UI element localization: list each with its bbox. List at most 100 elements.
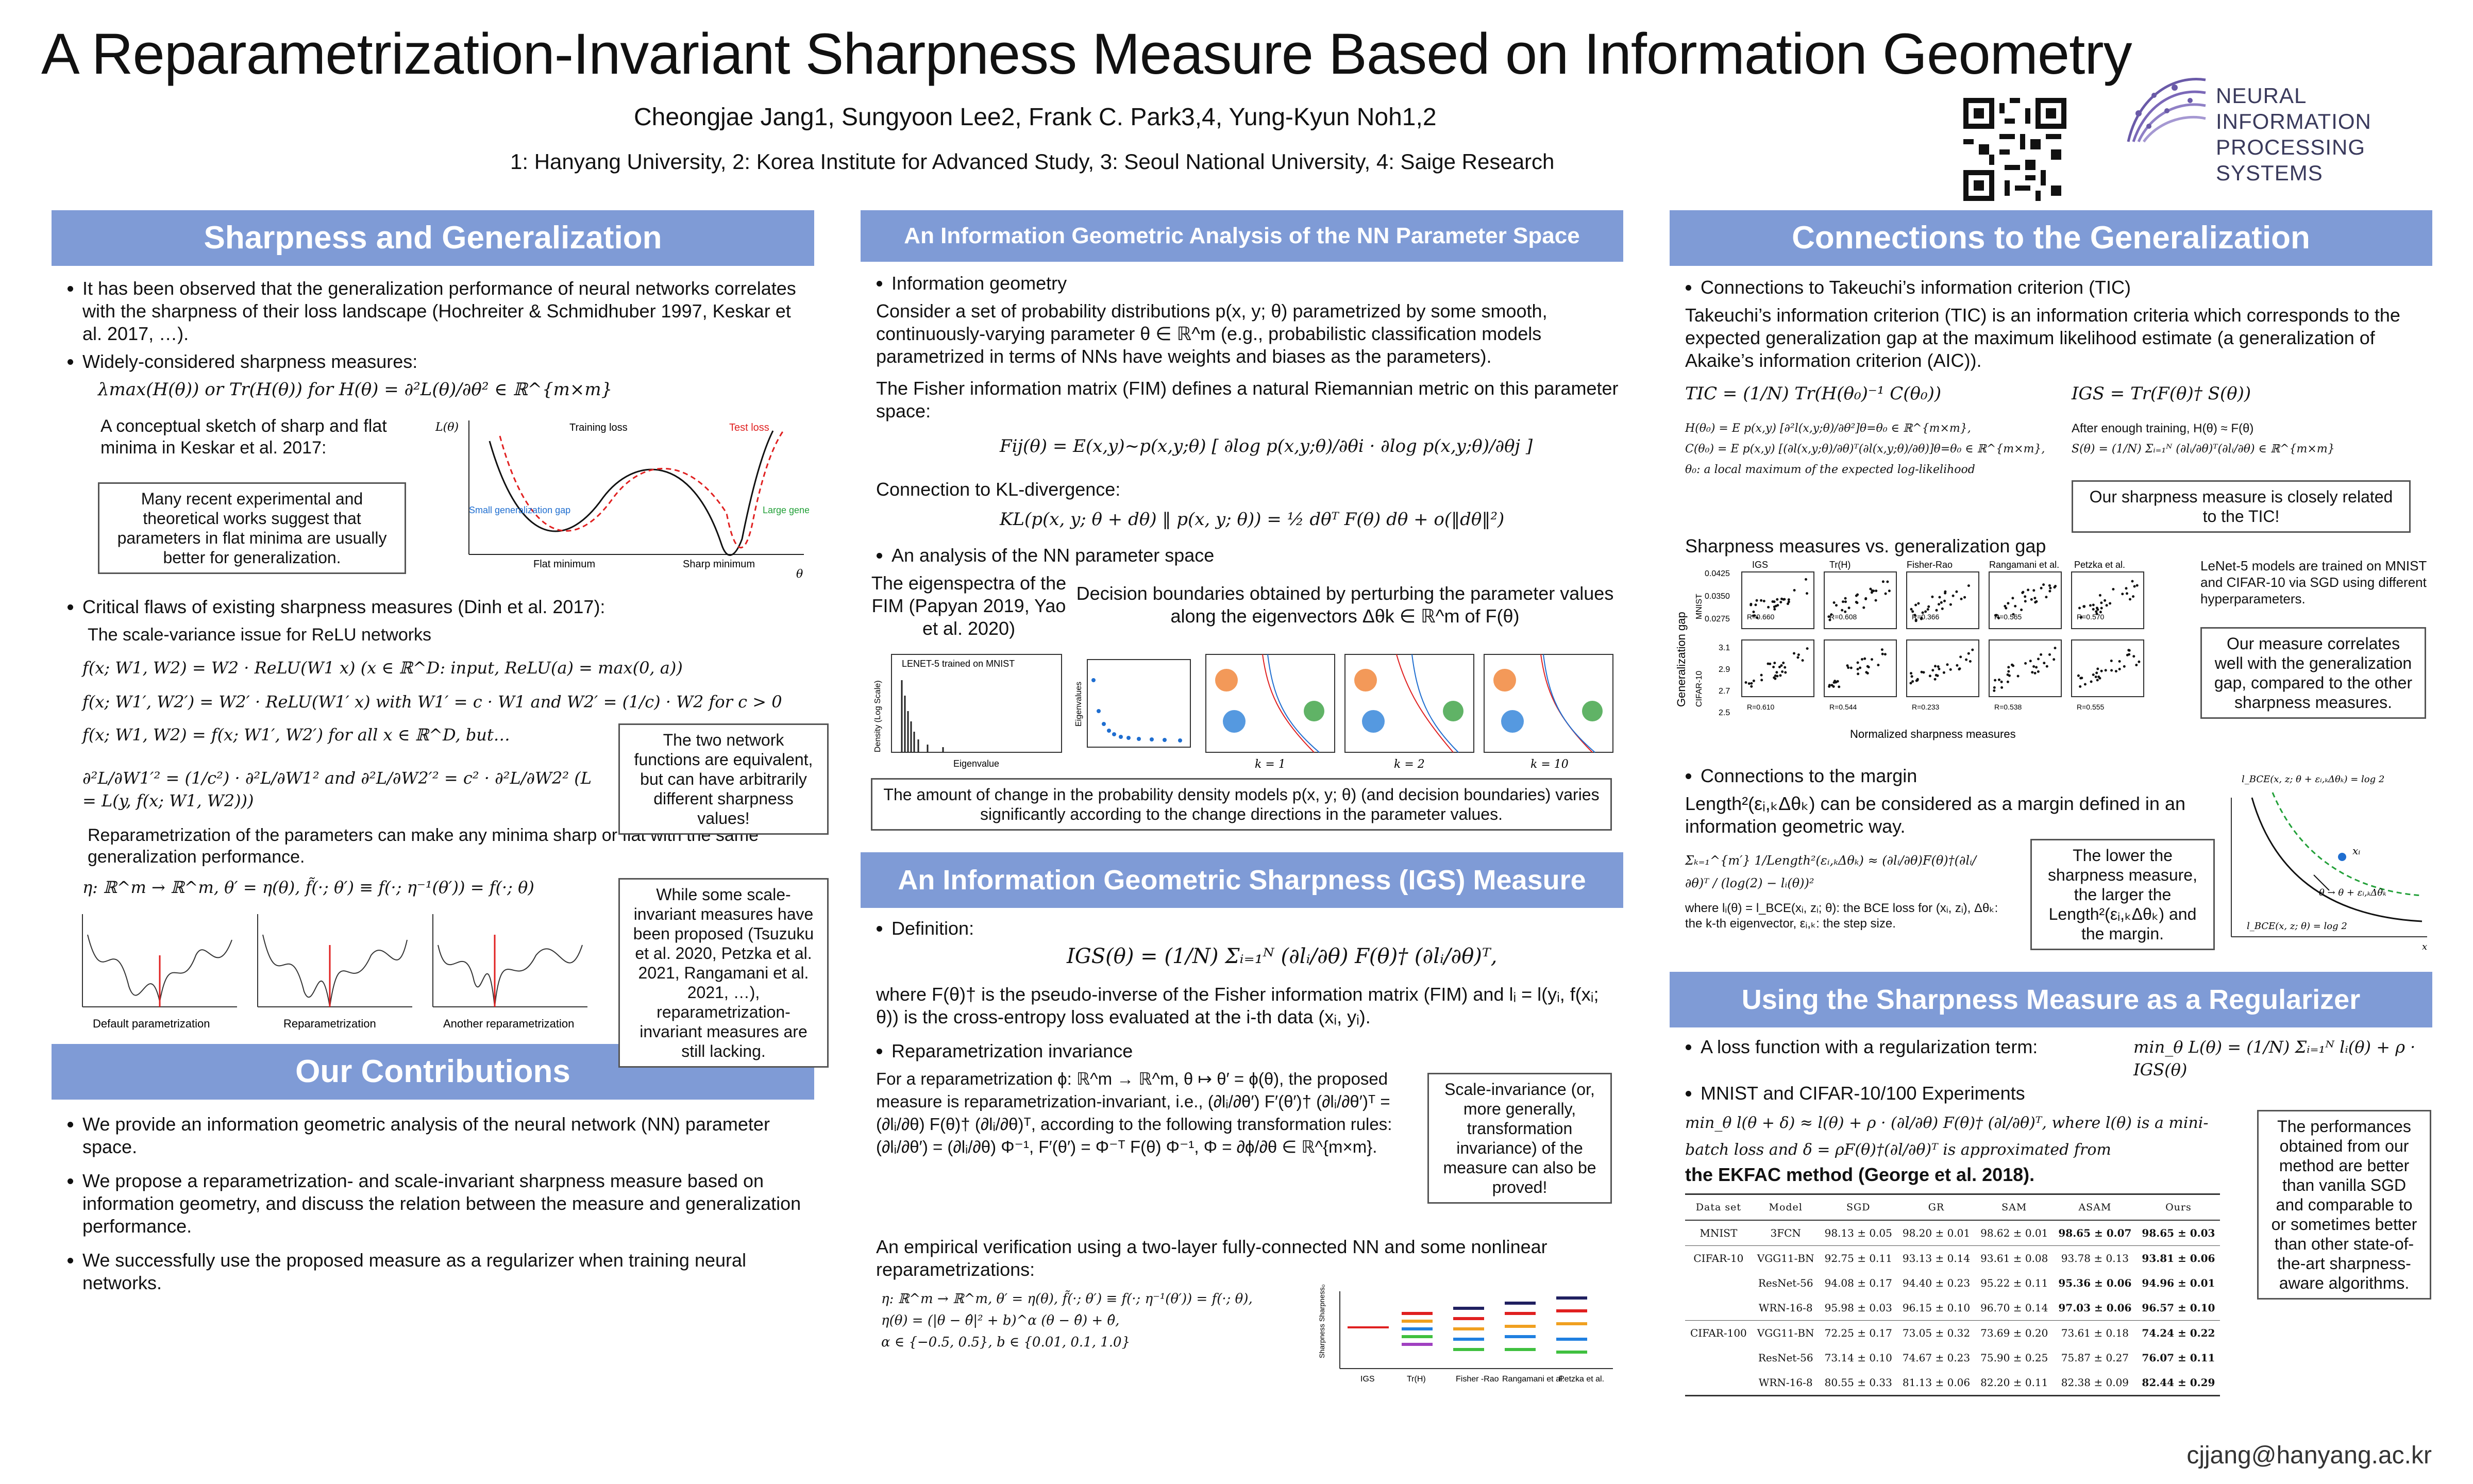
ytick-bot-2: 2.7 xyxy=(1719,687,1730,696)
table-cell: VGG11-BN xyxy=(1752,1320,1820,1345)
scatter-point xyxy=(2024,595,2027,598)
scatter-point xyxy=(1828,685,1831,688)
scatter-point xyxy=(1847,666,1850,669)
table-cell: 93.61 ± 0.08 xyxy=(1975,1245,2054,1271)
scale-invariance-box: Scale-invariance (or, more generally, tr… xyxy=(1427,1073,1612,1204)
scatter-point xyxy=(1773,662,1776,665)
scatter-point xyxy=(2104,669,2107,672)
fig-training-loss: Training loss xyxy=(569,422,628,433)
table-cell: 92.75 ± 0.11 xyxy=(1819,1245,1897,1271)
scatter-point xyxy=(2000,686,2004,689)
theta0-text: θ₀: a local maximum of the expected log-… xyxy=(1685,463,1975,476)
scatter-point xyxy=(2043,662,2046,665)
scatter-point xyxy=(1998,678,2000,681)
logo-text-line1: NEURAL INFORMATION xyxy=(2216,83,2371,133)
bullet-reparam-invariance: Reparametrization invariance xyxy=(891,1040,1623,1063)
contact-email[interactable]: cjjang@hanyang.ac.kr xyxy=(2186,1442,2432,1469)
bullet-measures: Widely-considered sharpness measures: xyxy=(82,350,814,373)
scatter-col-rangamani: Rangamani et al. xyxy=(1989,560,2059,570)
scatter-point xyxy=(1780,597,1783,600)
scatter-point xyxy=(2053,658,2056,661)
scatter-col-petzka: Petzka et al. xyxy=(2074,560,2125,570)
scatter-point xyxy=(1776,598,1779,601)
scatter-point xyxy=(1886,580,1889,583)
scatter-point xyxy=(1875,589,1878,593)
scatter-point xyxy=(1771,600,1774,603)
bullet-experiments: MNIST and CIFAR-10/100 Experiments xyxy=(1701,1082,2432,1105)
scatter-point xyxy=(2094,676,2097,679)
ytick-top-2: 0.0275 xyxy=(1705,615,1730,623)
table-header-cell: SAM xyxy=(1975,1193,2054,1221)
scatter-point xyxy=(2006,680,2009,683)
scatter-point xyxy=(1828,618,1831,621)
equivalent-box: The two network functions are equivalent… xyxy=(618,723,829,835)
scatter-point xyxy=(1941,607,1944,610)
section-header-sharpness: Sharpness and Generalization xyxy=(52,210,814,266)
table-header-cell: Data set xyxy=(1685,1193,1752,1221)
emp-eq-1: η: ℝ^m → ℝ^m, θ′ = η(θ), f̃(·; θ′) ≡ f(·… xyxy=(881,1291,1253,1307)
scatter-point xyxy=(2110,669,2113,672)
section-header-ig-analysis: An Information Geometric Analysis of the… xyxy=(861,210,1623,262)
affiliations: 1: Hanyang University, 2: Korea Institut… xyxy=(510,149,1555,174)
scatter-point xyxy=(1797,653,1800,656)
scatter-point xyxy=(2100,606,2103,610)
authors: Cheongjae Jang1, Sungyoon Lee2, Frank C.… xyxy=(634,104,1437,131)
table-cell: 94.40 ± 0.23 xyxy=(1902,1277,1971,1289)
scatter-point xyxy=(1793,652,1795,655)
table-header-cell: GR xyxy=(1897,1193,1976,1221)
scatter-point xyxy=(1993,689,1996,692)
scatter-point xyxy=(1938,596,1941,599)
scatter-point xyxy=(1943,599,1946,602)
scatter-point xyxy=(2035,600,2038,603)
scatter-point xyxy=(1842,600,1844,603)
scatter-point xyxy=(2048,589,2051,593)
tic-equation: TIC = (1/N) Tr(H(θ₀)⁻¹ C(θ₀)) xyxy=(1685,383,1942,404)
scatter-point xyxy=(1801,659,1804,662)
scatter-point xyxy=(1832,685,1835,688)
contribution-3: We successfully use the proposed measure… xyxy=(82,1249,814,1294)
scatter-point xyxy=(1883,653,1887,656)
scatter-point xyxy=(2078,606,2081,610)
lenet-label: LENET-5 trained on MNIST xyxy=(902,659,1015,669)
scatter-panel xyxy=(2071,639,2144,697)
scatter-point xyxy=(2032,589,2035,592)
scatter-point xyxy=(1960,597,1963,600)
margin-fig-xi: xᵢ xyxy=(2352,845,2360,857)
scatter-point xyxy=(1910,608,1913,611)
igs-where-text: where F(θ)† is the pseudo-inverse of the… xyxy=(876,984,1599,1027)
scatter-point xyxy=(1861,658,1863,661)
bar-label-trh: Tr(H) xyxy=(1407,1375,1426,1384)
neurips-emblem-icon xyxy=(2127,78,2206,143)
scatter-panel xyxy=(1906,639,1979,697)
scatter-point xyxy=(2016,674,2020,678)
scatter-point xyxy=(1844,600,1847,603)
bullet-generalization: It has been observed that the generaliza… xyxy=(82,277,814,345)
table-row: WRN-16-8 95.98 ± 0.03 96.15 ± 0.10 96.70 ± … xyxy=(1685,1295,2220,1321)
table-cell: 93.81 ± 0.06 xyxy=(2136,1245,2220,1271)
scatter-point xyxy=(1835,604,1838,607)
scatter-point xyxy=(1833,680,1837,683)
scatter-point xyxy=(1838,685,1841,688)
qr-code-icon[interactable] xyxy=(1963,98,2066,201)
scatter-point xyxy=(1780,664,1783,667)
scatter-point xyxy=(2005,606,2008,610)
scatter-point xyxy=(1955,590,1958,593)
scatter-point xyxy=(2090,680,2093,683)
table-cell: ResNet-56 xyxy=(1758,1352,1813,1364)
scatter-point xyxy=(1940,601,1943,604)
results-table: Data set Model SGD GR SAM ASAM Ours MNIST 3FCN 9… xyxy=(1685,1193,2220,1396)
minibatch-equation: min_θ l(θ + δ) ≈ l(θ) + ρ · (∂l/∂θ) F(θ)… xyxy=(1685,1114,2209,1159)
table-header-cell: Model xyxy=(1752,1193,1820,1221)
plot-label-default: Default parametrization xyxy=(93,1017,210,1030)
scatter-point xyxy=(1967,584,1970,587)
scatter-point xyxy=(1782,662,1785,664)
table-header-cell: SGD xyxy=(1819,1193,1897,1221)
fig-large-gap: Large generalization gap xyxy=(763,505,809,515)
scatter-point xyxy=(2095,671,2098,674)
scatter-panel xyxy=(1989,639,2062,697)
tic-text: Takeuchi’s information criterion (TIC) i… xyxy=(1685,305,2400,371)
igs-equation: IGS(θ) = (1/N) Σᵢ₌₁ᴺ (∂lᵢ/∂θ) F(θ)† (∂lᵢ… xyxy=(1067,945,1498,968)
scatter-point xyxy=(1921,611,1924,614)
scatter-point xyxy=(1862,606,1865,609)
scatter-point xyxy=(1864,597,1868,600)
